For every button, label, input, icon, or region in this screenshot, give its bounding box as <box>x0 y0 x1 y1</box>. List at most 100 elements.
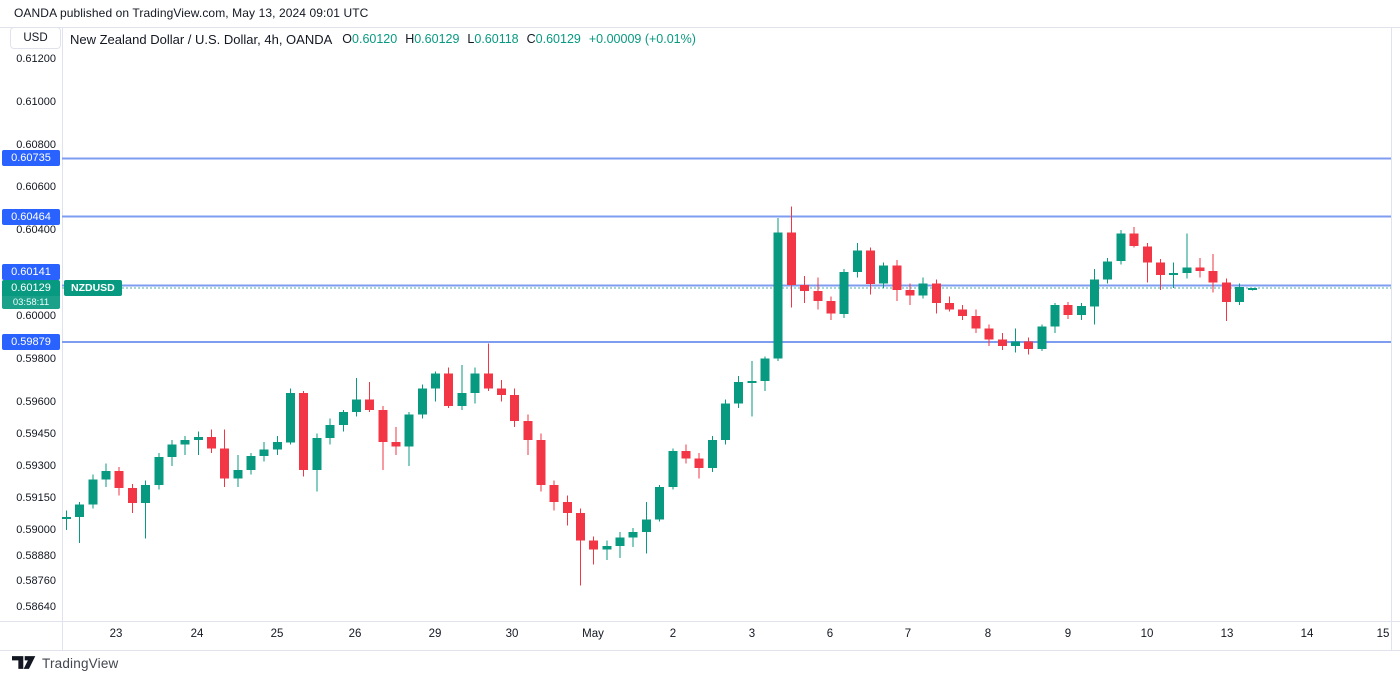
time-tick-label: 13 <box>1220 628 1234 640</box>
symbol-title: New Zealand Dollar / U.S. Dollar, 4h, OA… <box>70 31 333 47</box>
candle-body-up <box>259 449 269 457</box>
candle-body-down <box>1063 305 1073 315</box>
publish-bar-divider <box>0 27 1400 28</box>
candle-body-down <box>931 283 941 303</box>
candle-body-up <box>879 265 889 284</box>
candle-body-down <box>1155 262 1165 276</box>
candle-body-down <box>1195 267 1205 271</box>
time-tick-label: 15 <box>1376 628 1390 640</box>
time-axis[interactable]: 23 24 25 26 29 30 May 2 3 6 7 8 9 10 13 14 15 <box>62 621 1391 650</box>
candle-body-down <box>997 339 1007 346</box>
candle-body-up <box>457 393 467 406</box>
candle-body-down <box>523 420 533 441</box>
candle-body-down <box>971 315 981 329</box>
candle-body-down <box>510 395 520 421</box>
candle-body-up <box>1169 273 1179 276</box>
candle-body-down <box>813 291 823 301</box>
candle-body-up <box>286 393 296 443</box>
ohlc-close: C0.60129 <box>526 32 581 46</box>
candle-body-up <box>154 457 164 485</box>
candle-body-up <box>417 388 427 415</box>
candle-body-up <box>668 450 678 488</box>
candle-body-up <box>1235 287 1244 302</box>
candle-body-down <box>945 303 955 310</box>
candle-body-down <box>536 440 546 486</box>
time-tick-label: 25 <box>270 628 284 640</box>
time-tick-label: 10 <box>1140 628 1154 640</box>
candle-body-down <box>365 399 375 411</box>
candle-body-up <box>167 444 177 458</box>
price-axis[interactable]: 0.61200 0.61000 0.60800 0.60600 0.60400 0.600… <box>0 27 62 621</box>
candle-body-down <box>589 540 599 550</box>
candle-body-down <box>905 290 915 296</box>
price-tick-label: 0.59000 <box>16 523 56 536</box>
candle-body-up <box>88 479 98 505</box>
plot-right-border <box>1391 27 1392 650</box>
price-tick-label: 0.59300 <box>16 459 56 472</box>
candle-body-up <box>628 532 638 538</box>
time-tick-label: May <box>582 628 604 640</box>
candle-body-up <box>101 471 111 480</box>
candle-body-down <box>496 388 506 396</box>
time-tick-label: 2 <box>669 628 677 640</box>
price-tick-label: 0.59150 <box>16 491 56 504</box>
candle-body-down <box>892 265 902 291</box>
level-price-label: 0.60141 <box>2 264 60 281</box>
candle-body-down <box>207 436 216 449</box>
publish-bar: OANDA published on TradingView.com, May … <box>0 0 1400 27</box>
price-tick-label: 0.60800 <box>16 138 56 151</box>
currency-unit-button[interactable]: USD <box>10 27 61 49</box>
time-tick-label: 9 <box>1064 628 1072 640</box>
candle-body-down <box>826 300 836 314</box>
candle-body-up <box>246 456 256 470</box>
price-tick-label: 0.60400 <box>16 224 56 237</box>
time-tick-label: 29 <box>428 628 442 640</box>
price-axis-divider <box>62 27 63 650</box>
candle-body-up <box>1103 261 1113 280</box>
time-tick-label: 3 <box>748 628 756 640</box>
symbol-legend: New Zealand Dollar / U.S. Dollar, 4h, OA… <box>70 30 696 48</box>
footer-divider <box>0 650 1400 651</box>
tradingview-brand-link[interactable]: TradingView <box>42 656 119 671</box>
candle-body-down <box>562 502 572 513</box>
time-axis-divider <box>0 621 1400 622</box>
candle-body-down <box>299 393 309 471</box>
candle-body-up <box>75 504 85 518</box>
current-price-label: 0.60129 <box>2 280 60 297</box>
candle-body-up <box>839 272 849 314</box>
time-tick-label: 24 <box>190 628 204 640</box>
candle-body-up <box>773 232 783 359</box>
candle-body-down <box>220 448 230 479</box>
price-tick-label: 0.58760 <box>16 575 56 588</box>
candle-body-up <box>1076 306 1086 315</box>
price-tick-label: 0.61000 <box>16 95 56 108</box>
candle-body-down <box>576 512 585 541</box>
candle-body-up <box>747 381 757 383</box>
candle-body-up <box>141 485 151 504</box>
candle-body-up <box>655 487 665 520</box>
candle-body-down <box>800 284 810 292</box>
candle-body-up <box>338 412 348 425</box>
candle-body-up <box>233 470 243 479</box>
time-tick-label: 23 <box>109 628 123 640</box>
candle-body-down <box>786 232 796 285</box>
candle-body-up <box>641 519 651 533</box>
candle-body-up <box>707 440 717 468</box>
price-tick-label: 0.59800 <box>16 352 56 365</box>
candle-body-up <box>312 437 322 470</box>
candle-body-down <box>549 485 559 503</box>
candle-body-down <box>1208 270 1218 283</box>
candle-body-up <box>602 546 612 550</box>
time-tick-label: 30 <box>505 628 519 640</box>
candle-body-down <box>694 458 704 468</box>
candle-body-down <box>866 250 875 284</box>
price-tick-label: 0.59450 <box>16 427 56 440</box>
candle-body-up <box>1050 305 1060 327</box>
candle-body-up <box>272 442 282 450</box>
candle-body-up <box>760 358 770 382</box>
candle-body-down <box>127 488 137 504</box>
time-tick-label: 6 <box>826 628 834 640</box>
candle-body-down <box>378 410 388 443</box>
